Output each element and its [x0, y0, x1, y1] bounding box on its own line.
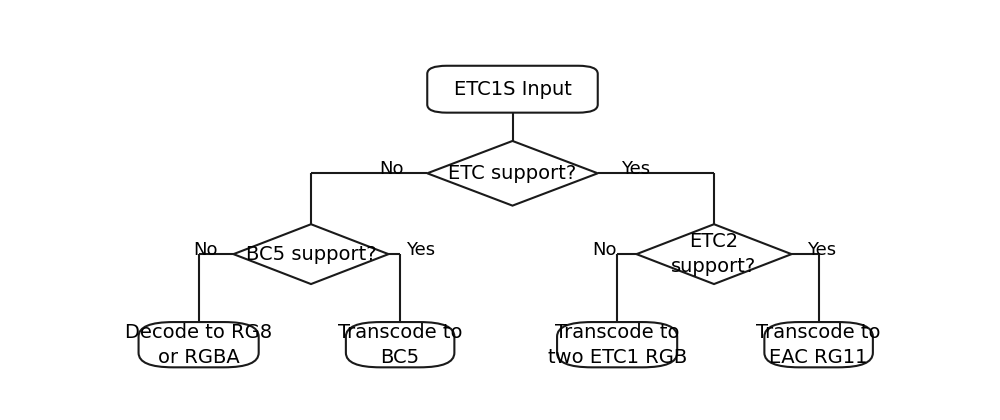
Text: ETC support?: ETC support?	[448, 164, 577, 183]
Text: Transcode to
BC5: Transcode to BC5	[338, 323, 462, 367]
Polygon shape	[637, 224, 792, 284]
Polygon shape	[427, 141, 598, 206]
FancyBboxPatch shape	[139, 322, 259, 368]
Text: ETC2
support?: ETC2 support?	[671, 232, 757, 276]
Text: Decode to RG8
or RGBA: Decode to RG8 or RGBA	[125, 323, 272, 367]
Text: Yes: Yes	[807, 241, 836, 259]
Text: Transcode to
EAC RG11: Transcode to EAC RG11	[756, 323, 881, 367]
FancyBboxPatch shape	[427, 66, 598, 113]
Text: BC5 support?: BC5 support?	[246, 244, 376, 264]
FancyBboxPatch shape	[346, 322, 454, 368]
Text: ETC1S Input: ETC1S Input	[454, 80, 571, 99]
FancyBboxPatch shape	[764, 322, 873, 368]
Text: No: No	[593, 241, 617, 259]
Text: No: No	[380, 160, 404, 178]
Text: Yes: Yes	[406, 241, 435, 259]
Text: Yes: Yes	[621, 160, 650, 178]
FancyBboxPatch shape	[557, 322, 677, 368]
Text: No: No	[194, 241, 218, 259]
Text: Transcode to
two ETC1 RGB: Transcode to two ETC1 RGB	[548, 323, 687, 367]
Polygon shape	[234, 224, 388, 284]
